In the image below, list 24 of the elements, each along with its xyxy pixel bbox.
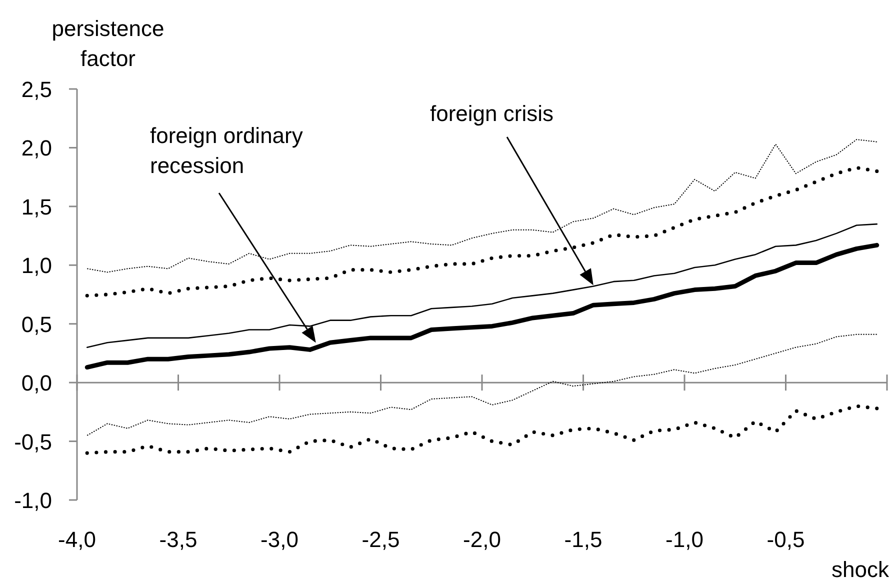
line-series — [86, 223, 878, 348]
y-axis-title: persistence factor — [52, 16, 164, 71]
y-tick-label: -1,0 — [14, 488, 52, 513]
line-series — [84, 242, 880, 370]
text: foreign crisis — [430, 101, 554, 126]
y-tick-label: 0,0 — [21, 370, 52, 396]
y-tick-label: 2,0 — [21, 136, 52, 161]
text: foreign ordinary recession — [150, 123, 303, 178]
line-series — [86, 334, 878, 436]
x-tick-label: -4,0 — [58, 527, 96, 552]
y-tick-label: -0,5 — [14, 429, 52, 454]
line-series — [85, 404, 879, 455]
x-axis-title: shock — [832, 557, 890, 582]
x-tick-label: -3,5 — [159, 527, 198, 552]
x-tick-label: -3,0 — [260, 527, 298, 552]
y-tick-label: 0,5 — [21, 312, 52, 337]
x-tick-label: -1,0 — [666, 527, 704, 552]
y-tick-label: 1,0 — [21, 253, 52, 278]
x-tick-label: -1,5 — [564, 527, 602, 552]
x-tick-label: -0,5 — [766, 527, 805, 552]
y-tick-label: 1,5 — [21, 194, 52, 220]
y-tick-label: 2,5 — [21, 77, 52, 102]
x-tick-label: -2,5 — [362, 527, 400, 552]
x-tick-label: -2,0 — [463, 527, 501, 552]
